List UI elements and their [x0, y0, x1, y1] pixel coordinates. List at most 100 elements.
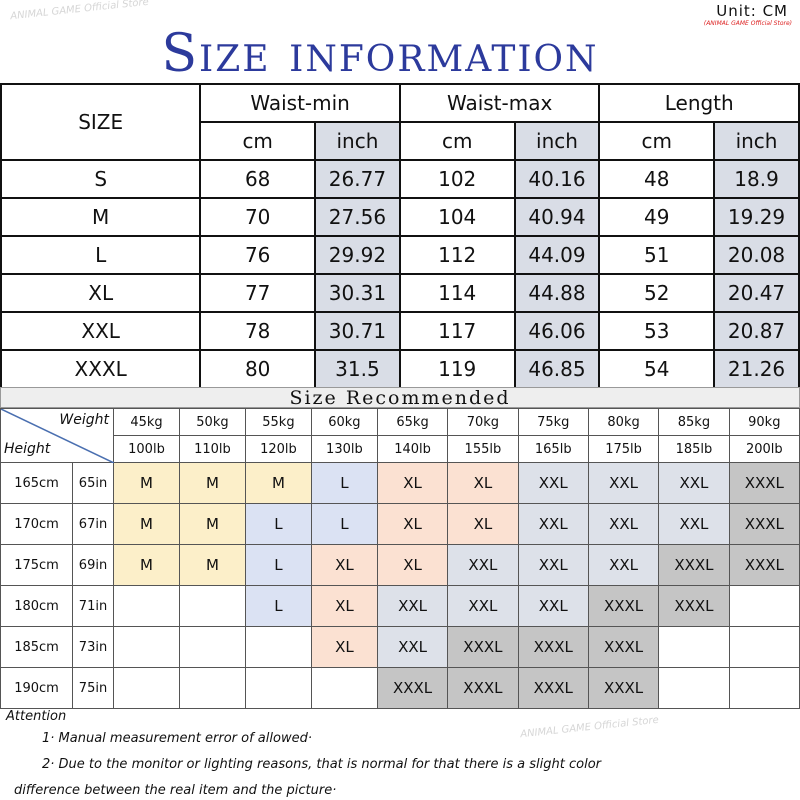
height-cm: 190cm [0, 667, 73, 709]
recommended-size-cell: XXXL [376, 667, 449, 709]
recommended-size-cell: XXXL [447, 667, 519, 709]
recommended-size-cell: M [113, 503, 180, 545]
size-value: 21.26 [713, 349, 800, 389]
recommended-size-cell: XXL [658, 503, 730, 545]
size-value: 20.08 [713, 235, 800, 275]
recommended-size-cell: XXXL [658, 585, 730, 627]
recommended-size-cell: XL [447, 462, 519, 504]
size-value: 54 [598, 349, 716, 389]
size-table: SIZE Waist-min Waist-max Length cm inch … [0, 83, 800, 389]
size-row: L 76 29.92 112 44.09 51 20.08 [0, 235, 800, 275]
size-value: 48 [598, 159, 716, 199]
height-in: 75in [72, 667, 114, 709]
recommended-size-cell: XXXL [658, 544, 730, 586]
recommended-size-cell: XL [376, 503, 449, 545]
recommended-size-cell [244, 667, 312, 709]
recommended-size-cell: XXL [517, 585, 589, 627]
size-value: 52 [598, 273, 716, 313]
weight-kg-header: 80kg [587, 408, 660, 436]
watermark: ANIMAL GAME Official Store [9, 0, 150, 23]
unit-header: inch [314, 121, 401, 161]
recommended-size-cell: XXL [447, 585, 519, 627]
group-header: Waist-max [398, 83, 601, 123]
weight-lb-header: 185lb [658, 435, 730, 463]
page-title: Size information [161, 24, 599, 84]
recommended-size-cell: M [113, 544, 180, 586]
recommended-size-cell: XL [376, 544, 449, 586]
size-recommended-title: Size Recommended [0, 387, 800, 408]
weight-lb-header: 155lb [447, 435, 519, 463]
weight-lb-header: 100lb [113, 435, 180, 463]
recommended-size-cell [728, 626, 800, 668]
recommend-row: 170cm 67in M M L L XL XL XXL XXL XXL XXXL [0, 503, 800, 545]
size-value: 27.56 [314, 197, 401, 237]
recommended-size-cell [178, 626, 246, 668]
size-value: 44.88 [513, 273, 601, 313]
recommended-size-cell: XXXL [587, 626, 660, 668]
size-row: M 70 27.56 104 40.94 49 19.29 [0, 197, 800, 237]
height-cm: 185cm [0, 626, 73, 668]
diagonal-line [1, 409, 114, 463]
attention-title: Attention [6, 709, 67, 724]
recommended-size-cell: XXL [517, 544, 589, 586]
recommended-size-cell [310, 667, 378, 709]
size-value: 20.87 [713, 311, 800, 351]
recommended-size-cell [178, 667, 246, 709]
recommended-size-cell: XXXL [728, 544, 800, 586]
size-value: 119 [398, 349, 516, 389]
recommended-size-cell: XXXL [447, 626, 519, 668]
size-row: XL 77 30.31 114 44.88 52 20.47 [0, 273, 800, 313]
weight-kg-header: 65kg [376, 408, 449, 436]
size-value: 51 [598, 235, 716, 275]
recommend-row: 180cm 71in L XL XXL XXL XXL XXXL XXXL [0, 585, 800, 627]
watermark: ANIMAL GAME Official Store [519, 714, 660, 741]
weight-kg-header: 50kg [178, 408, 246, 436]
corner-header: Weight Height [0, 408, 114, 463]
recommended-size-cell: L [310, 462, 378, 504]
weight-lb-header: 200lb [728, 435, 800, 463]
size-value: 112 [398, 235, 516, 275]
recommended-size-cell: M [178, 544, 246, 586]
recommended-size-cell: XXXL [517, 626, 589, 668]
recommend-row: 190cm 75in XXXL XXXL XXXL XXXL [0, 667, 800, 709]
weight-lb-header: 140lb [376, 435, 449, 463]
size-row: XXL 78 30.71 117 46.06 53 20.87 [0, 311, 800, 351]
weight-kg-header: 45kg [113, 408, 180, 436]
group-header: Waist-min [199, 83, 401, 123]
height-cm: 165cm [0, 462, 73, 504]
recommended-size-cell: XXL [517, 503, 589, 545]
recommended-size-cell [113, 626, 180, 668]
size-value: 29.92 [314, 235, 401, 275]
recommended-size-cell: XL [447, 503, 519, 545]
unit-header-row: cm inch cm inch cm inch [1, 121, 800, 161]
height-in: 73in [72, 626, 114, 668]
weight-lb-row: 100lb 110lb 120lb 130lb 140lb 155lb 165lb 175lb… [1, 435, 800, 463]
unit-header: inch [713, 121, 800, 161]
recommended-size-cell: M [178, 462, 246, 504]
recommended-size-cell: L [244, 503, 312, 545]
recommended-size-cell: XXXL [587, 585, 660, 627]
height-cm: 175cm [0, 544, 73, 586]
size-name: XXL [0, 311, 202, 351]
size-value: 53 [598, 311, 716, 351]
height-label: Height [4, 441, 51, 457]
recommend-row: 165cm 65in M M M L XL XL XXL XXL XXL XXXL [0, 462, 800, 504]
size-value: 30.31 [314, 273, 401, 313]
weight-kg-header: 70kg [447, 408, 519, 436]
height-in: 67in [72, 503, 114, 545]
recommended-size-cell: XXL [587, 503, 660, 545]
recommend-row: 185cm 73in XL XXL XXXL XXXL XXXL [0, 626, 800, 668]
weight-lb-header: 110lb [178, 435, 246, 463]
size-value: 117 [398, 311, 516, 351]
unit-header: cm [199, 121, 316, 161]
size-name: XXXL [0, 349, 202, 389]
size-recommend-table: Weight Height 45kg 50kg 55kg 60kg 65kg 70kg 75… [0, 408, 800, 709]
recommended-size-cell [658, 626, 730, 668]
recommended-size-cell: XXL [376, 585, 449, 627]
size-name: M [0, 197, 202, 237]
weight-lb-header: 175lb [587, 435, 660, 463]
size-value: 46.85 [513, 349, 601, 389]
weight-lb-header: 120lb [244, 435, 312, 463]
size-value: 49 [598, 197, 716, 237]
recommended-size-cell [658, 667, 730, 709]
